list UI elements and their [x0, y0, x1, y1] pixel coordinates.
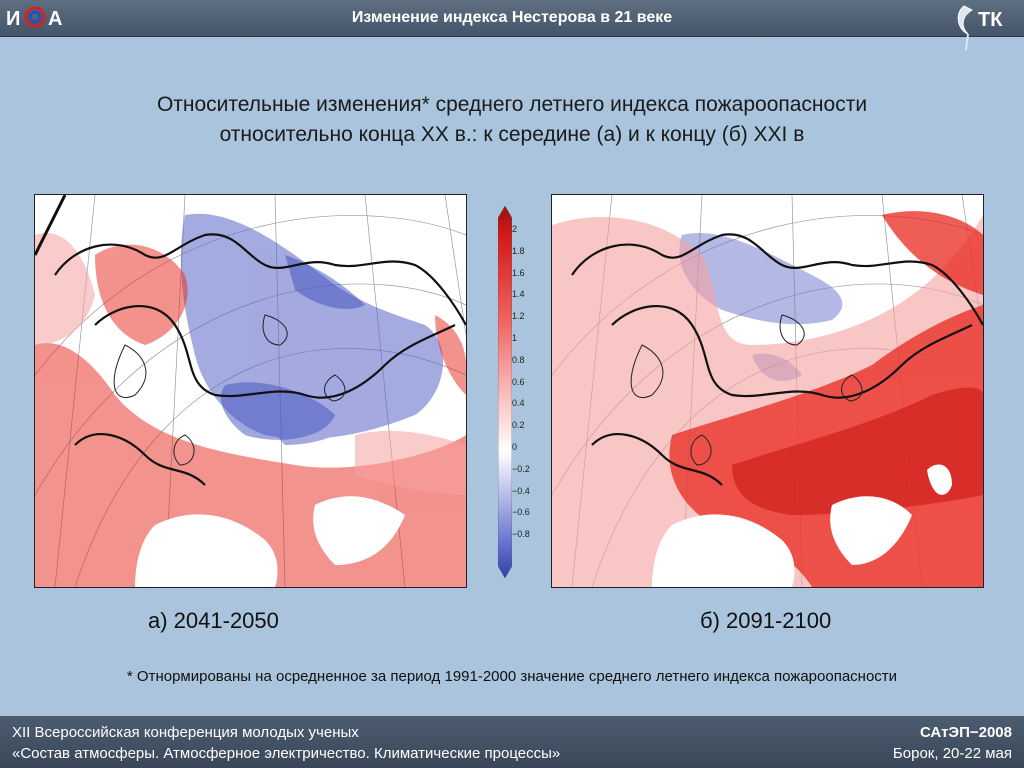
footer-location-date: Борок, 20-22 мая: [892, 745, 1012, 762]
colorbar-tick-label: 0.2: [512, 420, 525, 431]
colorbar-tick-label: −0.4: [512, 485, 530, 496]
colorbar-tick-label: 1.6: [512, 267, 525, 278]
slide-title: Относительные изменения* среднего летнег…: [40, 90, 984, 150]
svg-text:А: А: [48, 8, 62, 30]
caption-b: б) 2091-2100: [700, 608, 832, 633]
colorbar-tick-label: 0.4: [512, 398, 525, 409]
footer-left: XII Всероссийская конференция молодых уч…: [12, 722, 560, 764]
map-panel-a: [34, 194, 467, 588]
colorbar-tick-label: 2: [512, 224, 518, 234]
slide-title-line1: Относительные изменения* среднего летнег…: [156, 93, 868, 116]
colorbar-tick-label: 1.8: [512, 245, 525, 256]
colorbar-tick-label: 1: [512, 333, 518, 343]
footer-bar: XII Всероссийская конференция молодых уч…: [0, 716, 1024, 768]
caption-a: а) 2041-2050: [148, 608, 279, 633]
footnote: * Отнормированы на осредненное за период…: [126, 668, 898, 685]
footer-right: САтЭП−2008 Борок, 20-22 мая: [893, 722, 1012, 764]
footer-conference: XII Всероссийская конференция молодых уч…: [12, 724, 359, 741]
colorbar-tick-label: 0.6: [512, 376, 525, 387]
colorbar-tick-label: −0.6: [512, 507, 530, 518]
colorbar-tick-label: −0.2: [512, 463, 530, 474]
ifa-logo-icon: И А: [6, 6, 62, 30]
colorbar-tick-label: 0.8: [512, 354, 525, 365]
page-title: Изменение индекса Нестерова в 21 веке: [351, 9, 673, 26]
fire-index-map-b: [552, 195, 983, 587]
slide-title-line2: относительно конца XX в.: к середине (а)…: [219, 123, 805, 146]
tk-logo-icon: ТК: [957, 5, 1003, 51]
footer-event-name: САтЭП−2008: [919, 724, 1012, 741]
svg-text:ТК: ТК: [978, 9, 1003, 31]
colorbar-tick-label: 1.4: [512, 289, 525, 300]
header-bar: И А Изменение индекса Нестерова в 21 век…: [0, 0, 1024, 51]
footer-conference-subtitle: «Состав атмосферы. Атмосферное электриче…: [12, 745, 561, 762]
map-panel-b: [551, 194, 984, 588]
svg-text:И: И: [6, 8, 20, 30]
fire-index-map-a: [35, 195, 466, 587]
colorbar-tick-label: 1.2: [512, 311, 525, 322]
colorbar: 2 1.8 1.6 1.4 1.2 1 0.8 0.6 0.4 0.2 0 −0.2 −0.4 −0.6 −…: [498, 206, 544, 578]
colorbar-gradient: [498, 206, 512, 578]
colorbar-tick-label: 0: [512, 442, 518, 452]
colorbar-tick-label: −0.8: [512, 529, 530, 540]
